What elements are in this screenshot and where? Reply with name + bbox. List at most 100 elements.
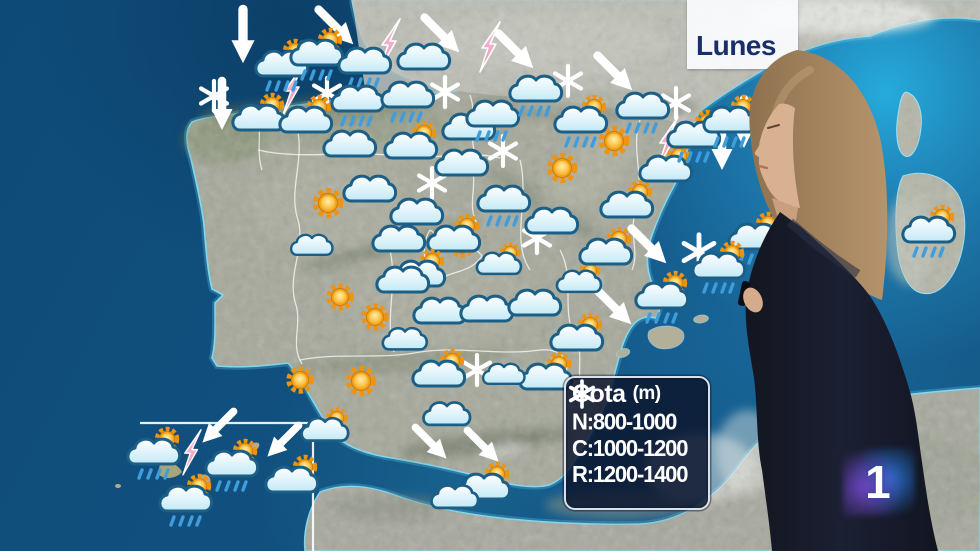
channel-logo: 1 bbox=[843, 448, 915, 516]
lightning-icon bbox=[182, 429, 202, 476]
sun-cloud-rain-icon bbox=[636, 273, 688, 322]
sun-behind-cloud-icon bbox=[443, 104, 495, 139]
presenter-eyebrow bbox=[767, 124, 780, 129]
sun-cloud-rain-icon bbox=[256, 41, 308, 90]
wind-arrow-icon bbox=[231, 9, 254, 63]
cloud-icon bbox=[526, 208, 578, 233]
wind-arrow-icon bbox=[196, 405, 241, 450]
lightning-icon bbox=[479, 21, 501, 73]
sun-cloud-rain-icon bbox=[729, 214, 781, 263]
sun-icon bbox=[550, 156, 574, 180]
cloud-rain-icon bbox=[382, 82, 434, 121]
cloud-icon bbox=[344, 176, 396, 201]
wind-arrow-icon bbox=[590, 48, 639, 97]
sun-icon bbox=[316, 191, 340, 215]
cloud-rain-icon bbox=[510, 76, 562, 115]
sun-cloud-rain-icon bbox=[668, 112, 720, 161]
balearic-islands bbox=[615, 314, 709, 358]
sun-cloud-rain-icon bbox=[555, 97, 607, 146]
snow-level-lines: N:800-1000 C:1000-1200 R:1200-1400 bbox=[572, 409, 703, 488]
sun-behind-cloud-icon bbox=[580, 229, 632, 264]
sun-behind-cloud-icon bbox=[385, 123, 437, 158]
cloud-icon bbox=[377, 267, 429, 292]
snowflake-icon bbox=[684, 235, 714, 270]
sun-cloud-rain-icon bbox=[903, 207, 955, 256]
sun-behind-cloud-icon bbox=[477, 244, 521, 273]
presenter-neck bbox=[772, 198, 798, 226]
sun-behind-cloud-icon bbox=[551, 315, 603, 350]
sun-behind-cloud-icon bbox=[557, 262, 601, 291]
snowflake-icon bbox=[663, 88, 689, 118]
snowflake-icon bbox=[464, 355, 490, 385]
presenter-shoulder-shade bbox=[786, 218, 861, 278]
snowflake-icon bbox=[555, 66, 581, 96]
sun-icon bbox=[602, 129, 626, 153]
sun-behind-cloud-icon bbox=[458, 464, 510, 499]
cloud-icon bbox=[373, 226, 425, 251]
cloud-icon bbox=[483, 364, 524, 384]
snow-level-box: Cota (m) N:800-1000 C:1000-1200 R:1200-1… bbox=[564, 376, 710, 510]
sun-icon bbox=[452, 235, 472, 255]
cloud-icon bbox=[391, 199, 443, 224]
sun-behind-cloud-icon bbox=[413, 351, 465, 386]
sun-cloud-rain-icon bbox=[160, 476, 212, 525]
cloud-rain-icon bbox=[617, 93, 669, 132]
wind-arrow-icon bbox=[712, 121, 733, 170]
lightning-icon bbox=[379, 18, 401, 70]
cloud-icon bbox=[431, 485, 478, 507]
snowflake-icon bbox=[432, 77, 458, 107]
day-banner: Lunes bbox=[687, 0, 798, 69]
sun-behind-cloud-icon bbox=[280, 97, 332, 132]
sun-icon bbox=[364, 306, 386, 328]
snowflake-icon bbox=[524, 223, 550, 253]
wind-arrow-icon bbox=[417, 10, 466, 59]
wind-arrow-icon bbox=[261, 419, 306, 464]
sun-behind-cloud-icon bbox=[233, 95, 285, 130]
canary-islands bbox=[115, 442, 260, 488]
cloud-icon bbox=[461, 296, 513, 321]
sun-behind-cloud-icon bbox=[601, 182, 653, 217]
snow-level-north: N:800-1000 bbox=[572, 408, 677, 435]
sun-cloud-rain-icon bbox=[704, 97, 756, 146]
sun-icon bbox=[289, 369, 311, 391]
snow-level-unit: (m) bbox=[632, 383, 662, 405]
lightning-icon bbox=[282, 64, 304, 116]
cloud-icon bbox=[324, 131, 376, 156]
thermometer-icon bbox=[769, 424, 791, 473]
sun-cloud-rain-icon bbox=[291, 30, 343, 79]
cloud-rain-icon bbox=[339, 48, 391, 87]
cloud-rain-icon bbox=[467, 101, 519, 140]
cloud-icon bbox=[436, 150, 488, 175]
wind-arrow-icon bbox=[461, 424, 506, 469]
logo-digit: 1 bbox=[865, 456, 891, 508]
wind-arrow-icon bbox=[212, 81, 233, 130]
snowflake-icon bbox=[568, 379, 596, 409]
cloud-icon bbox=[291, 235, 332, 255]
snow-level-title-row: Cota (m) bbox=[568, 379, 703, 409]
sun-icon bbox=[329, 286, 351, 308]
cloud-icon bbox=[414, 298, 466, 323]
cloud-icon bbox=[423, 402, 470, 424]
min-temp-label: m bbox=[766, 484, 783, 505]
region-borders bbox=[257, 94, 641, 397]
day-label: Lunes bbox=[696, 30, 776, 61]
presenter-lips bbox=[757, 164, 769, 170]
wind-arrow-icon bbox=[624, 221, 673, 270]
sun-behind-cloud-icon bbox=[428, 216, 480, 251]
canary-inset-border bbox=[140, 421, 315, 551]
snowflake-icon bbox=[419, 168, 445, 198]
sun-behind-cloud-icon bbox=[393, 251, 445, 286]
sun-cloud-rain-icon bbox=[128, 429, 180, 478]
presenter-remote bbox=[737, 280, 750, 306]
snowflake-icon bbox=[201, 81, 227, 111]
wind-arrow-icon bbox=[409, 421, 454, 466]
weather-icon-layer bbox=[128, 2, 955, 525]
snow-level-center: C:1000-1200 bbox=[572, 434, 688, 462]
island-sardinia bbox=[895, 172, 966, 295]
sun-behind-cloud-icon bbox=[302, 409, 349, 440]
